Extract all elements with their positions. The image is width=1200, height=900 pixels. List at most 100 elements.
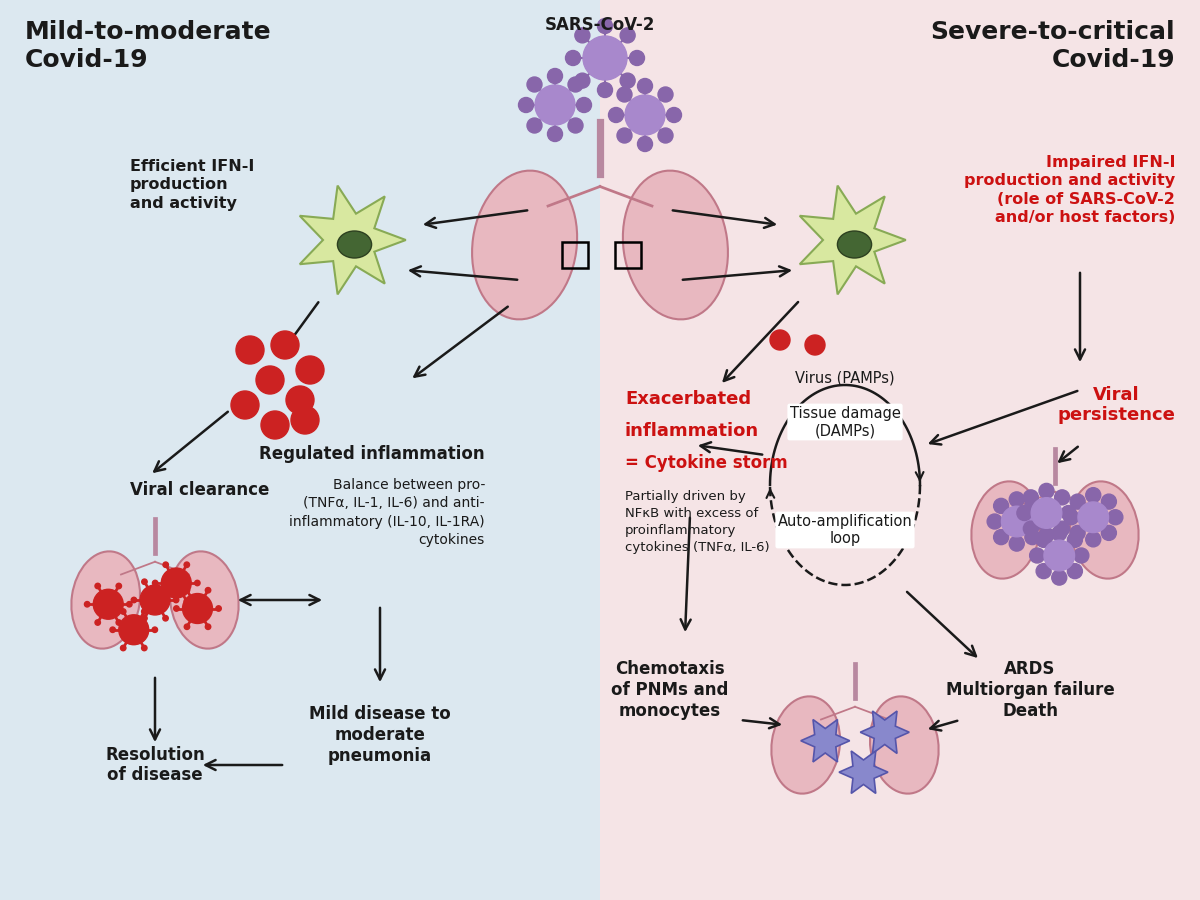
Ellipse shape	[472, 171, 577, 320]
Circle shape	[142, 608, 148, 614]
Circle shape	[575, 28, 590, 43]
FancyArrowPatch shape	[930, 391, 1078, 445]
Ellipse shape	[838, 231, 871, 258]
Circle shape	[152, 627, 157, 633]
Circle shape	[658, 87, 673, 102]
Text: Mild disease to
moderate
pneumonia: Mild disease to moderate pneumonia	[310, 705, 451, 765]
Ellipse shape	[870, 697, 938, 794]
Circle shape	[608, 107, 624, 122]
Circle shape	[547, 68, 563, 84]
Circle shape	[163, 616, 168, 621]
Bar	[600, 0, 1200, 900]
Circle shape	[527, 118, 542, 133]
Circle shape	[637, 137, 653, 151]
Circle shape	[116, 620, 121, 625]
Circle shape	[1067, 533, 1082, 547]
FancyArrowPatch shape	[916, 472, 924, 481]
Circle shape	[1108, 509, 1123, 525]
FancyArrowPatch shape	[1060, 446, 1078, 462]
Circle shape	[182, 593, 212, 624]
Circle shape	[805, 335, 826, 355]
Polygon shape	[839, 751, 888, 794]
Circle shape	[1044, 540, 1074, 571]
Bar	[562, 242, 588, 268]
Circle shape	[161, 568, 191, 598]
Circle shape	[1036, 533, 1051, 547]
Circle shape	[568, 77, 583, 92]
Circle shape	[1025, 529, 1040, 544]
Circle shape	[94, 590, 124, 619]
Circle shape	[1063, 509, 1079, 525]
Circle shape	[163, 562, 168, 568]
Circle shape	[185, 624, 190, 629]
Circle shape	[575, 73, 590, 88]
Circle shape	[256, 366, 284, 394]
Circle shape	[1074, 548, 1088, 563]
Text: Chemotaxis
of PNMs and
monocytes: Chemotaxis of PNMs and monocytes	[611, 661, 728, 720]
FancyArrowPatch shape	[155, 412, 228, 472]
Circle shape	[296, 356, 324, 384]
Circle shape	[620, 73, 635, 88]
Text: Severe-to-critical
Covid-19: Severe-to-critical Covid-19	[930, 20, 1175, 72]
Circle shape	[84, 601, 90, 607]
Circle shape	[1102, 494, 1116, 509]
Text: Efficient IFN-I
production
and activity: Efficient IFN-I production and activity	[130, 159, 254, 211]
Circle shape	[216, 606, 221, 611]
Text: Viral clearance: Viral clearance	[130, 481, 269, 499]
FancyArrowPatch shape	[724, 302, 798, 381]
Circle shape	[184, 562, 190, 568]
Text: = Cytokine storm: = Cytokine storm	[625, 454, 787, 472]
Circle shape	[163, 579, 168, 584]
Circle shape	[527, 77, 542, 92]
Circle shape	[1031, 514, 1046, 529]
Text: Tissue damage
(DAMPs): Tissue damage (DAMPs)	[790, 406, 900, 438]
Circle shape	[1009, 492, 1025, 507]
Circle shape	[95, 620, 101, 625]
Text: Regulated inflammation: Regulated inflammation	[259, 445, 485, 463]
FancyArrowPatch shape	[414, 307, 508, 377]
Circle shape	[1030, 548, 1045, 563]
Circle shape	[1002, 506, 1032, 536]
Ellipse shape	[71, 552, 140, 649]
Circle shape	[116, 583, 121, 589]
Polygon shape	[300, 185, 406, 294]
Circle shape	[292, 406, 319, 434]
FancyArrowPatch shape	[673, 211, 774, 228]
Ellipse shape	[1070, 482, 1139, 579]
Circle shape	[286, 386, 314, 414]
Text: Viral
persistence: Viral persistence	[1057, 385, 1175, 425]
Ellipse shape	[337, 231, 372, 258]
Text: Balance between pro-
(TNFα, IL-1, IL-6) and anti-
inflammatory (IL-10, IL-1RA)
c: Balance between pro- (TNFα, IL-1, IL-6) …	[289, 478, 485, 547]
FancyArrowPatch shape	[240, 595, 319, 605]
Circle shape	[142, 579, 148, 584]
FancyArrowPatch shape	[683, 266, 790, 280]
Circle shape	[1039, 527, 1054, 543]
Text: Mild-to-moderate
Covid-19: Mild-to-moderate Covid-19	[25, 20, 271, 72]
Circle shape	[120, 608, 126, 614]
Circle shape	[994, 529, 1009, 544]
Circle shape	[127, 601, 132, 607]
Circle shape	[1024, 490, 1038, 505]
Circle shape	[119, 615, 149, 644]
Circle shape	[262, 411, 289, 439]
Circle shape	[140, 585, 170, 615]
Ellipse shape	[623, 171, 728, 320]
Circle shape	[988, 514, 1002, 529]
Circle shape	[535, 85, 575, 125]
Circle shape	[205, 624, 211, 629]
Circle shape	[1031, 498, 1062, 528]
FancyArrowPatch shape	[150, 678, 160, 740]
FancyArrowPatch shape	[374, 608, 385, 680]
Circle shape	[1039, 483, 1054, 499]
Circle shape	[95, 583, 101, 589]
Circle shape	[173, 598, 179, 603]
Circle shape	[205, 588, 211, 593]
Circle shape	[658, 128, 673, 143]
Circle shape	[637, 78, 653, 94]
Circle shape	[620, 28, 635, 43]
Polygon shape	[800, 719, 850, 762]
Circle shape	[994, 499, 1009, 513]
Text: inflammation: inflammation	[625, 422, 760, 440]
Circle shape	[576, 97, 592, 112]
Circle shape	[1070, 494, 1085, 509]
